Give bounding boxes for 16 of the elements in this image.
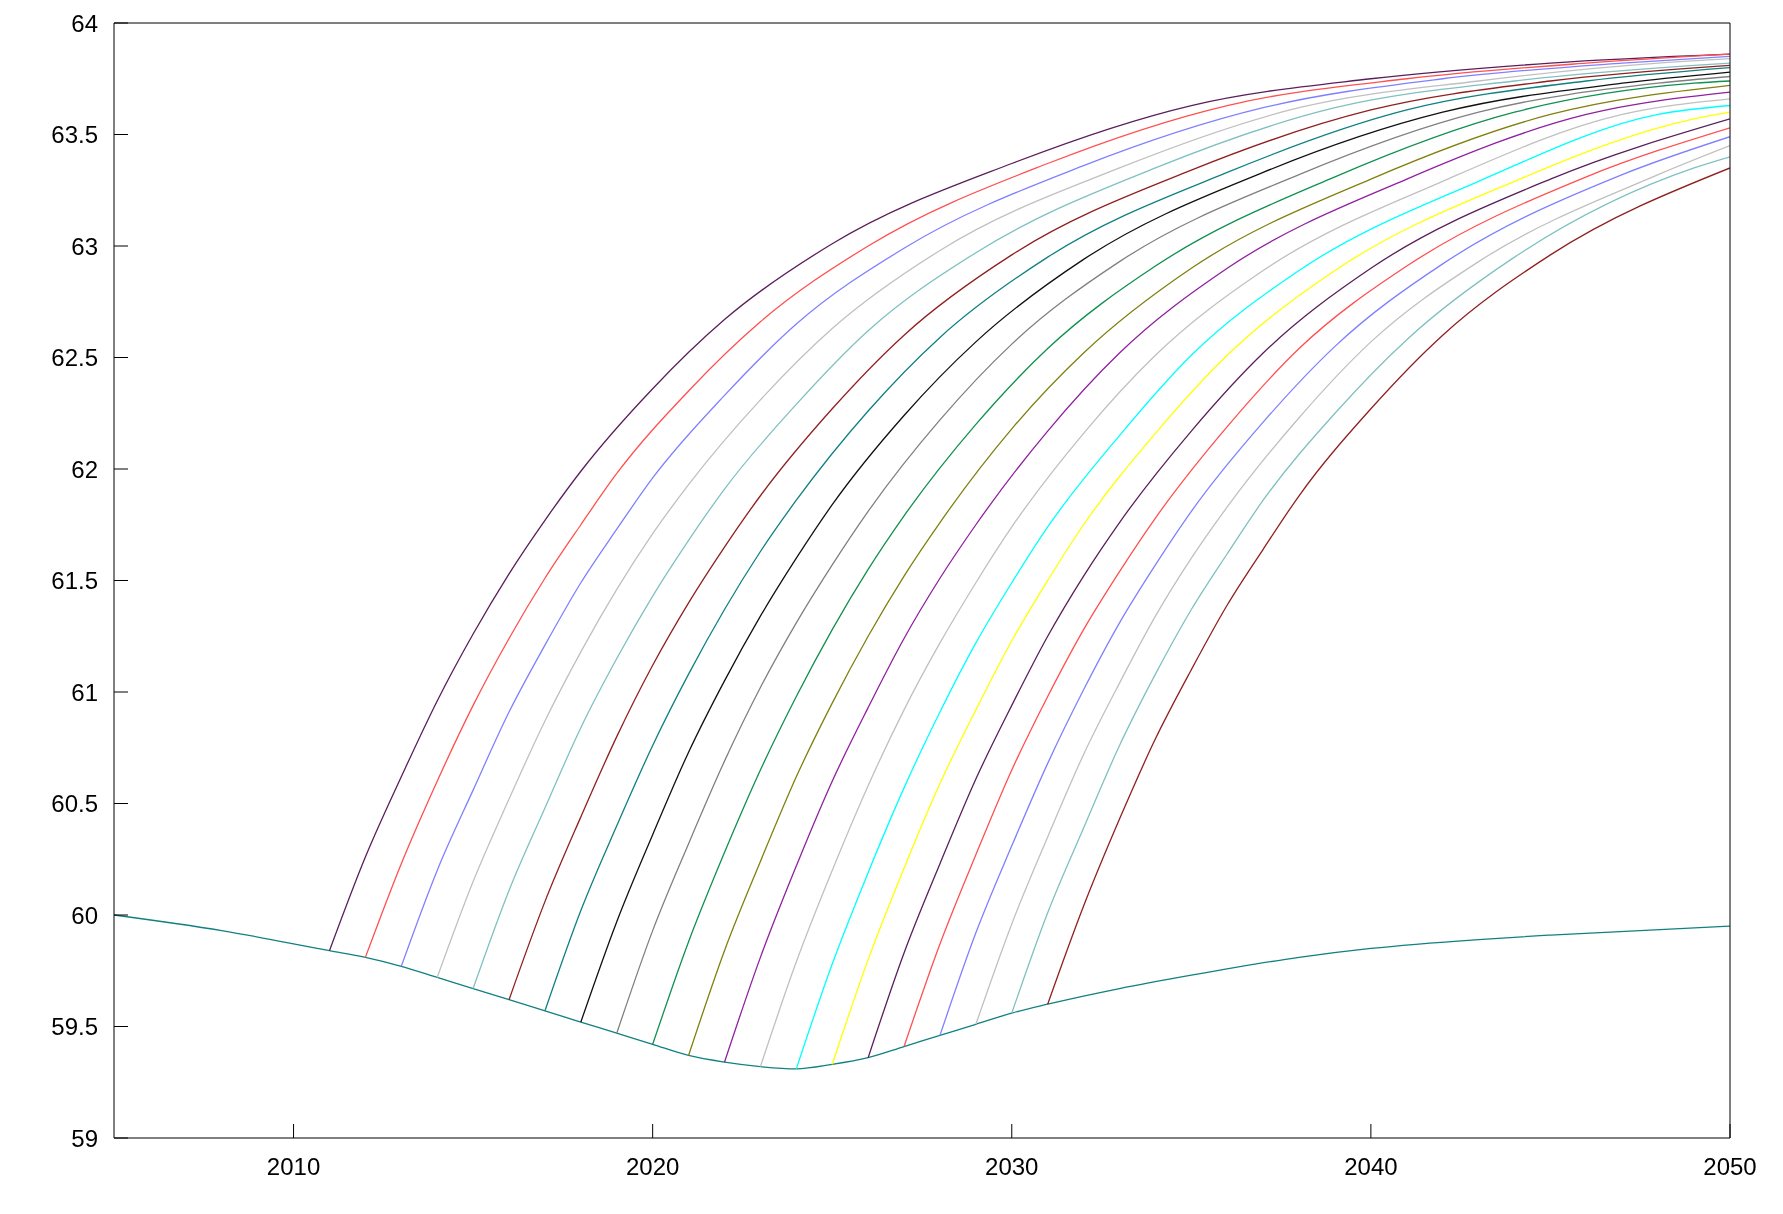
y-tick-label: 62.5 [51, 344, 98, 372]
y-tick-label: 59 [71, 1124, 98, 1152]
y-tick-label: 59.5 [51, 1013, 98, 1041]
y-tick-label: 61 [71, 678, 98, 706]
y-tick-label: 61.5 [51, 567, 98, 595]
y-tick-label: 60 [71, 901, 98, 929]
y-tick-label: 62 [71, 455, 98, 483]
x-tick-label: 2020 [625, 1153, 680, 1181]
y-tick-label: 60.5 [51, 790, 98, 818]
x-tick-label: 2050 [1703, 1153, 1757, 1181]
x-tick-label: 2040 [1344, 1153, 1398, 1181]
y-tick-label: 63 [71, 232, 98, 260]
x-tick-label: 2010 [266, 1153, 321, 1181]
y-tick-label: 63.5 [51, 121, 98, 149]
y-tick-label: 64 [71, 9, 98, 37]
x-tick-label: 2030 [985, 1153, 1039, 1181]
